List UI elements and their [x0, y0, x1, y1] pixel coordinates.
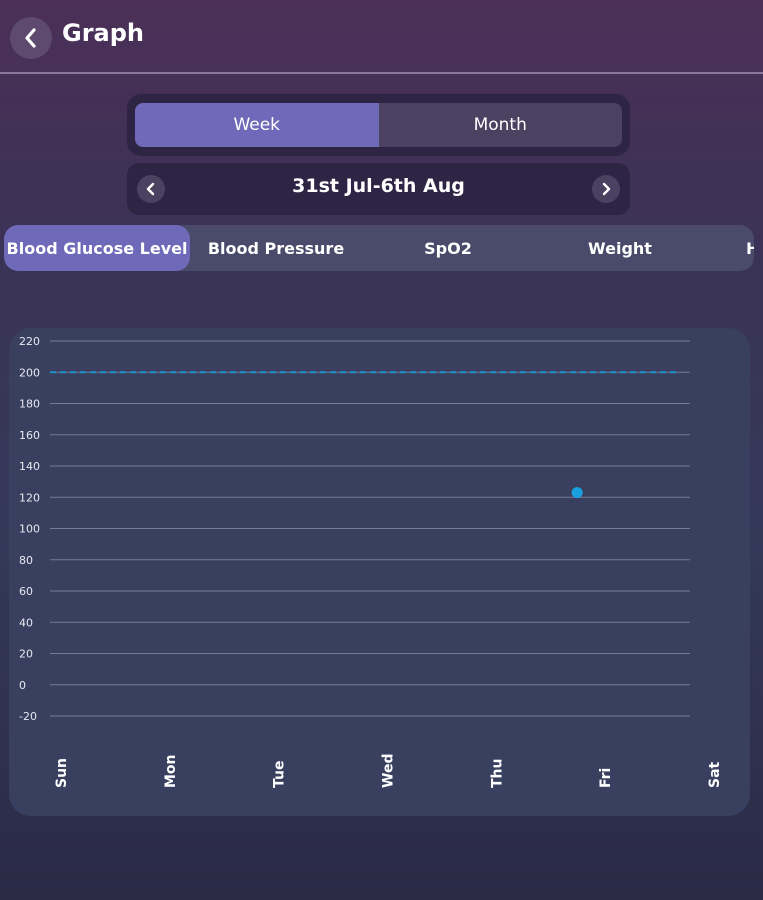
date-range-label: 31st Jul-6th Aug [292, 175, 465, 197]
x-tick-label: Wed [381, 754, 397, 788]
x-tick-label: Mon [163, 754, 179, 788]
next-week-button[interactable] [592, 175, 620, 203]
tab-blood-pressure[interactable]: Blood Pressure [207, 238, 345, 258]
y-tick-label: 180 [19, 398, 40, 411]
y-tick-label: 0 [19, 679, 26, 692]
tab-weight[interactable]: Weight [588, 238, 652, 258]
back-button[interactable] [10, 17, 52, 59]
tab-partial[interactable]: H [746, 238, 754, 258]
y-tick-label: 140 [19, 460, 40, 473]
chevron-right-icon [602, 182, 611, 196]
chevron-left-icon [25, 28, 36, 48]
data-point[interactable] [571, 487, 583, 499]
y-tick-label: 100 [19, 523, 40, 536]
chart-card: 220 200 180 160 140 120 100 80 60 40 20 0 -20 Sun Mon T… [9, 328, 750, 816]
tab-spo2[interactable]: SpO2 [424, 238, 472, 258]
y-tick-label: 20 [19, 648, 33, 661]
previous-week-button[interactable] [137, 175, 165, 203]
y-tick-label: 160 [19, 429, 40, 442]
y-tick-label: 220 [19, 335, 40, 348]
y-tick-label: 60 [19, 585, 33, 598]
month-tab[interactable]: Month [378, 103, 622, 147]
x-tick-label: Thu [489, 759, 505, 788]
y-tick-label: -20 [19, 710, 37, 723]
week-tab[interactable]: Week [135, 103, 379, 147]
date-navigator: 31st Jul-6th Aug [127, 163, 630, 215]
y-tick-label: 40 [19, 616, 33, 629]
x-tick-label: Sat [707, 761, 723, 788]
x-tick-label: Sun [54, 758, 70, 788]
y-tick-label: 120 [19, 491, 40, 504]
period-toggle: Week Month [127, 94, 630, 156]
metric-tabs: Blood Glucose Level Blood Pressure SpO2 … [4, 225, 754, 271]
chevron-left-icon [146, 182, 155, 196]
page-title: Graph [62, 19, 144, 47]
app-header: Graph [0, 0, 763, 74]
x-tick-label: Fri [598, 768, 614, 788]
tab-blood-glucose-level[interactable]: Blood Glucose Level [4, 225, 190, 271]
x-tick-label: Tue [272, 761, 288, 788]
y-tick-label: 200 [19, 366, 40, 379]
y-tick-label: 80 [19, 554, 33, 567]
